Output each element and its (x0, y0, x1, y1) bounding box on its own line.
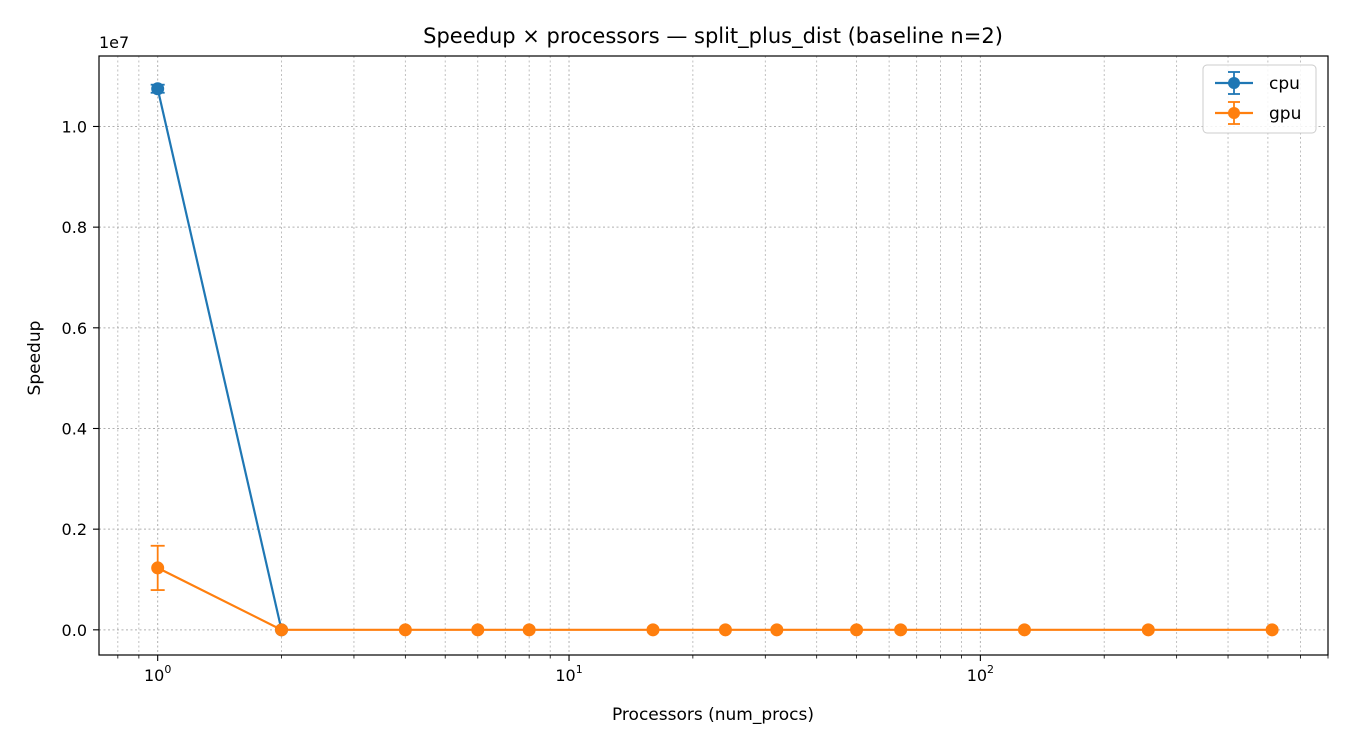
gpu-point (718, 623, 732, 637)
gpu-point (646, 623, 660, 637)
y-offset-label: 1e7 (99, 33, 129, 52)
gpu-point (275, 623, 289, 637)
gpu-point (850, 623, 864, 637)
gpu-line (157, 566, 1273, 631)
y-axis-label: Speedup (25, 321, 45, 396)
gpu-point (1265, 623, 1279, 637)
y-tick-label: 0.2 (62, 520, 87, 539)
x-tick-label: 100 (144, 663, 171, 685)
gpu-point (471, 623, 485, 637)
plot-series (150, 82, 1279, 637)
plot-frame (98, 55, 1329, 656)
legend-label: cpu (1269, 74, 1300, 94)
legend-item-cpu: cpu (1215, 71, 1300, 95)
x-tick-label: 101 (555, 663, 582, 685)
x-axis-label: Processors (num_procs) (612, 705, 814, 725)
gpu-point (770, 623, 784, 637)
gpu-point (1017, 623, 1031, 637)
y-tick-label: 0.6 (62, 319, 87, 338)
cpu-line (156, 88, 283, 631)
y-tick-label: 0.4 (62, 419, 87, 438)
gpu-point (1141, 623, 1155, 637)
gpu-point (894, 623, 908, 637)
gpu-point (398, 623, 412, 637)
cpu-point (151, 82, 165, 96)
cpu-legend-marker (1228, 77, 1240, 89)
legend-item-gpu: gpu (1215, 101, 1301, 125)
y-tick-label: 0.8 (62, 218, 87, 237)
y-tick-label: 0.0 (62, 621, 87, 640)
chart-title: Speedup × processors — split_plus_dist (… (423, 24, 1003, 49)
y-tick-label: 1.0 (62, 117, 87, 136)
x-tick-label: 102 (967, 663, 994, 685)
gpu-point (151, 561, 165, 575)
axis-ticks: 100 101 102 0.0 0.2 0.4 0.6 0.8 1.0 (62, 117, 1329, 685)
legend-label: gpu (1269, 104, 1301, 124)
gpu-point (522, 623, 536, 637)
legend: cpu gpu (1202, 64, 1317, 134)
grid-lines (99, 56, 1329, 655)
gpu-legend-marker (1228, 107, 1240, 119)
